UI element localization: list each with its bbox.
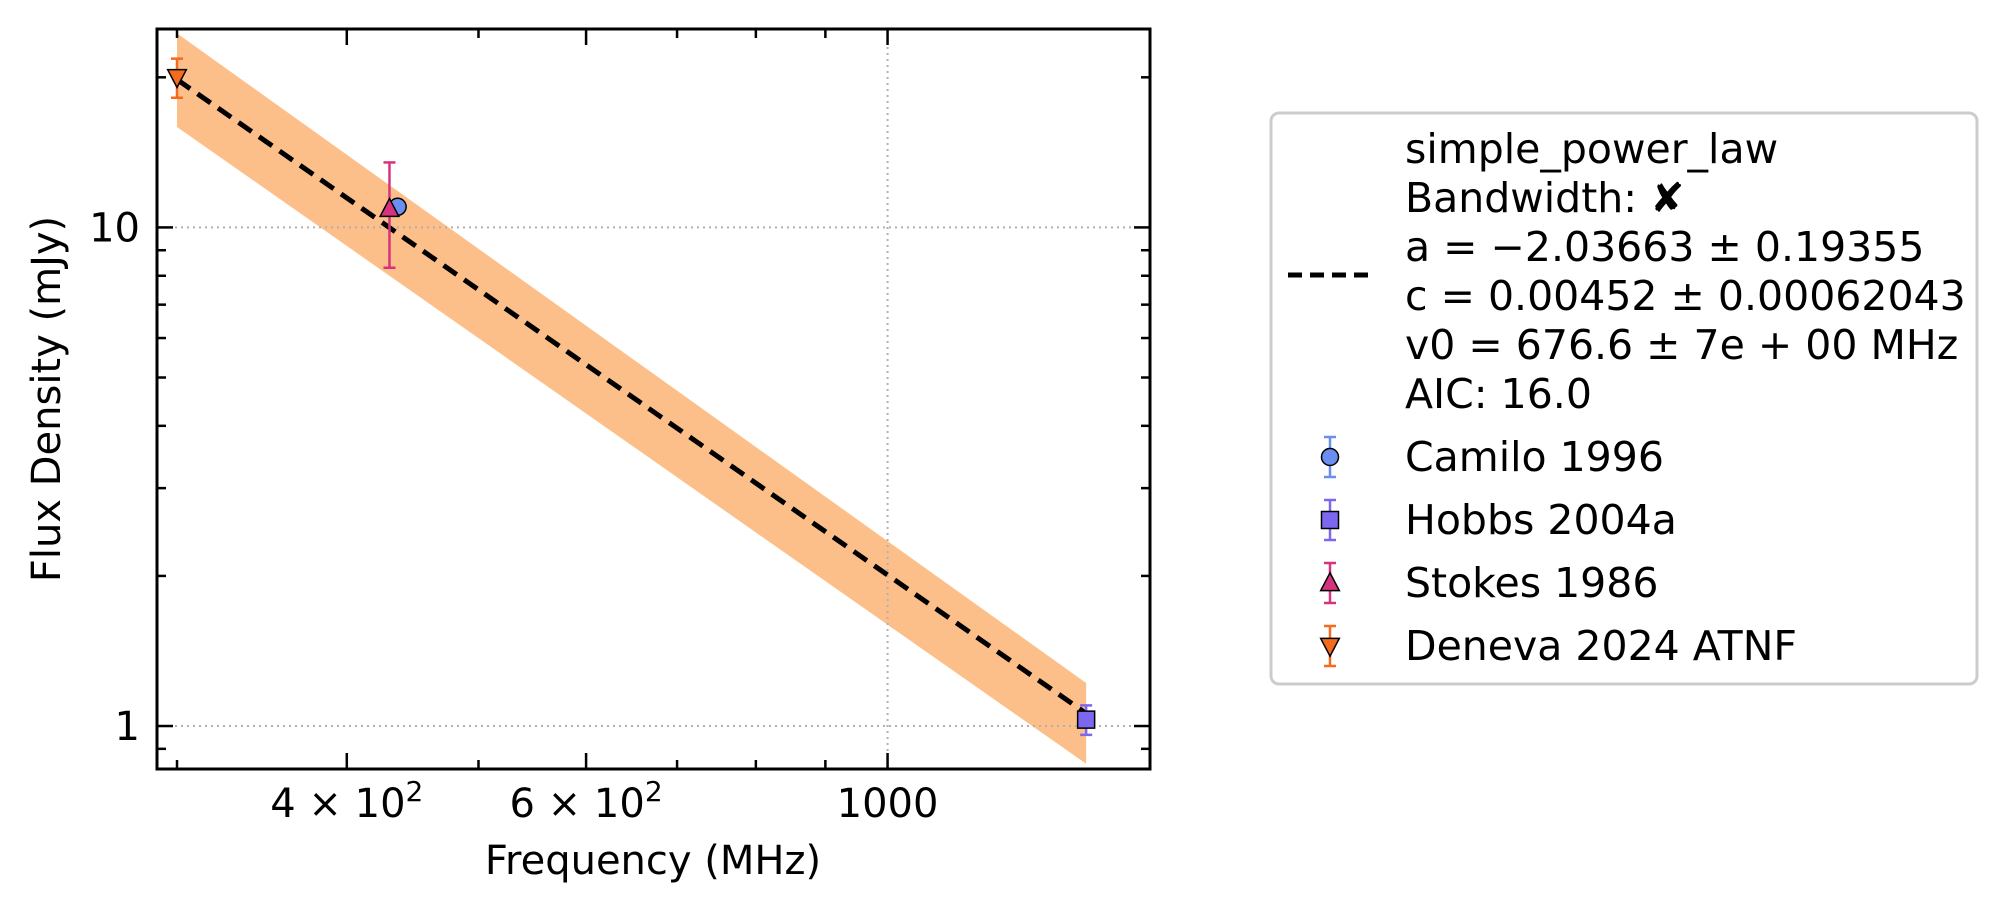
legend-series-label: Deneva 2024 ATNF — [1405, 622, 1797, 670]
data-points — [166, 57, 1096, 737]
x-tick-labels: 4 × 102 6 × 102 1000 — [270, 775, 938, 827]
plot-area — [155, 27, 1152, 771]
legend-marker — [1319, 637, 1341, 658]
x-tick-label: 1000 — [837, 781, 939, 827]
x-tick-label: 6 × 102 — [510, 775, 663, 827]
data-point — [166, 68, 188, 90]
legend-fit-bandwidth: Bandwidth: ✘ — [1405, 174, 1684, 222]
x-axis-label: Frequency (MHz) — [485, 838, 821, 884]
legend-series-label: Camilo 1996 — [1405, 433, 1664, 481]
legend-fit-param-c: c = 0.00452 ± 0.00062043 — [1405, 272, 1966, 320]
legend-fit-param-a: a = −2.03663 ± 0.19355 — [1405, 223, 1924, 271]
legend: simple_power_law Bandwidth: ✘ a = −2.036… — [1269, 111, 1979, 686]
fit-line-path — [175, 77, 1088, 716]
x-tick-label: 4 × 102 — [270, 775, 423, 827]
y-tick-labels: 1 10 — [89, 205, 140, 750]
data-point — [378, 196, 401, 218]
y-tick-label: 1 — [115, 704, 140, 750]
legend-series-entries: Camilo 1996 Hobbs 2004a Stokes 1986 Deneva … — [1319, 433, 1797, 670]
legend-series-label: Hobbs 2004a — [1405, 496, 1677, 544]
fit-line — [175, 77, 1088, 716]
legend-marker — [1319, 571, 1341, 592]
y-axis-label: Flux Density (mJy) — [24, 216, 70, 582]
legend-fit-param-v0: v0 = 676.6 ± 7e + 00 MHz — [1405, 321, 1958, 369]
plot-frame — [155, 27, 1152, 771]
y-tick-label: 10 — [89, 205, 140, 251]
data-point — [1076, 710, 1096, 729]
legend-fit-aic: AIC: 16.0 — [1405, 370, 1592, 418]
legend-series-label: Stokes 1986 — [1405, 559, 1658, 607]
legend-fit-name: simple_power_law — [1405, 125, 1778, 173]
legend-frame — [1269, 111, 1979, 686]
legend-marker — [1320, 447, 1340, 467]
legend-marker — [1320, 510, 1340, 530]
